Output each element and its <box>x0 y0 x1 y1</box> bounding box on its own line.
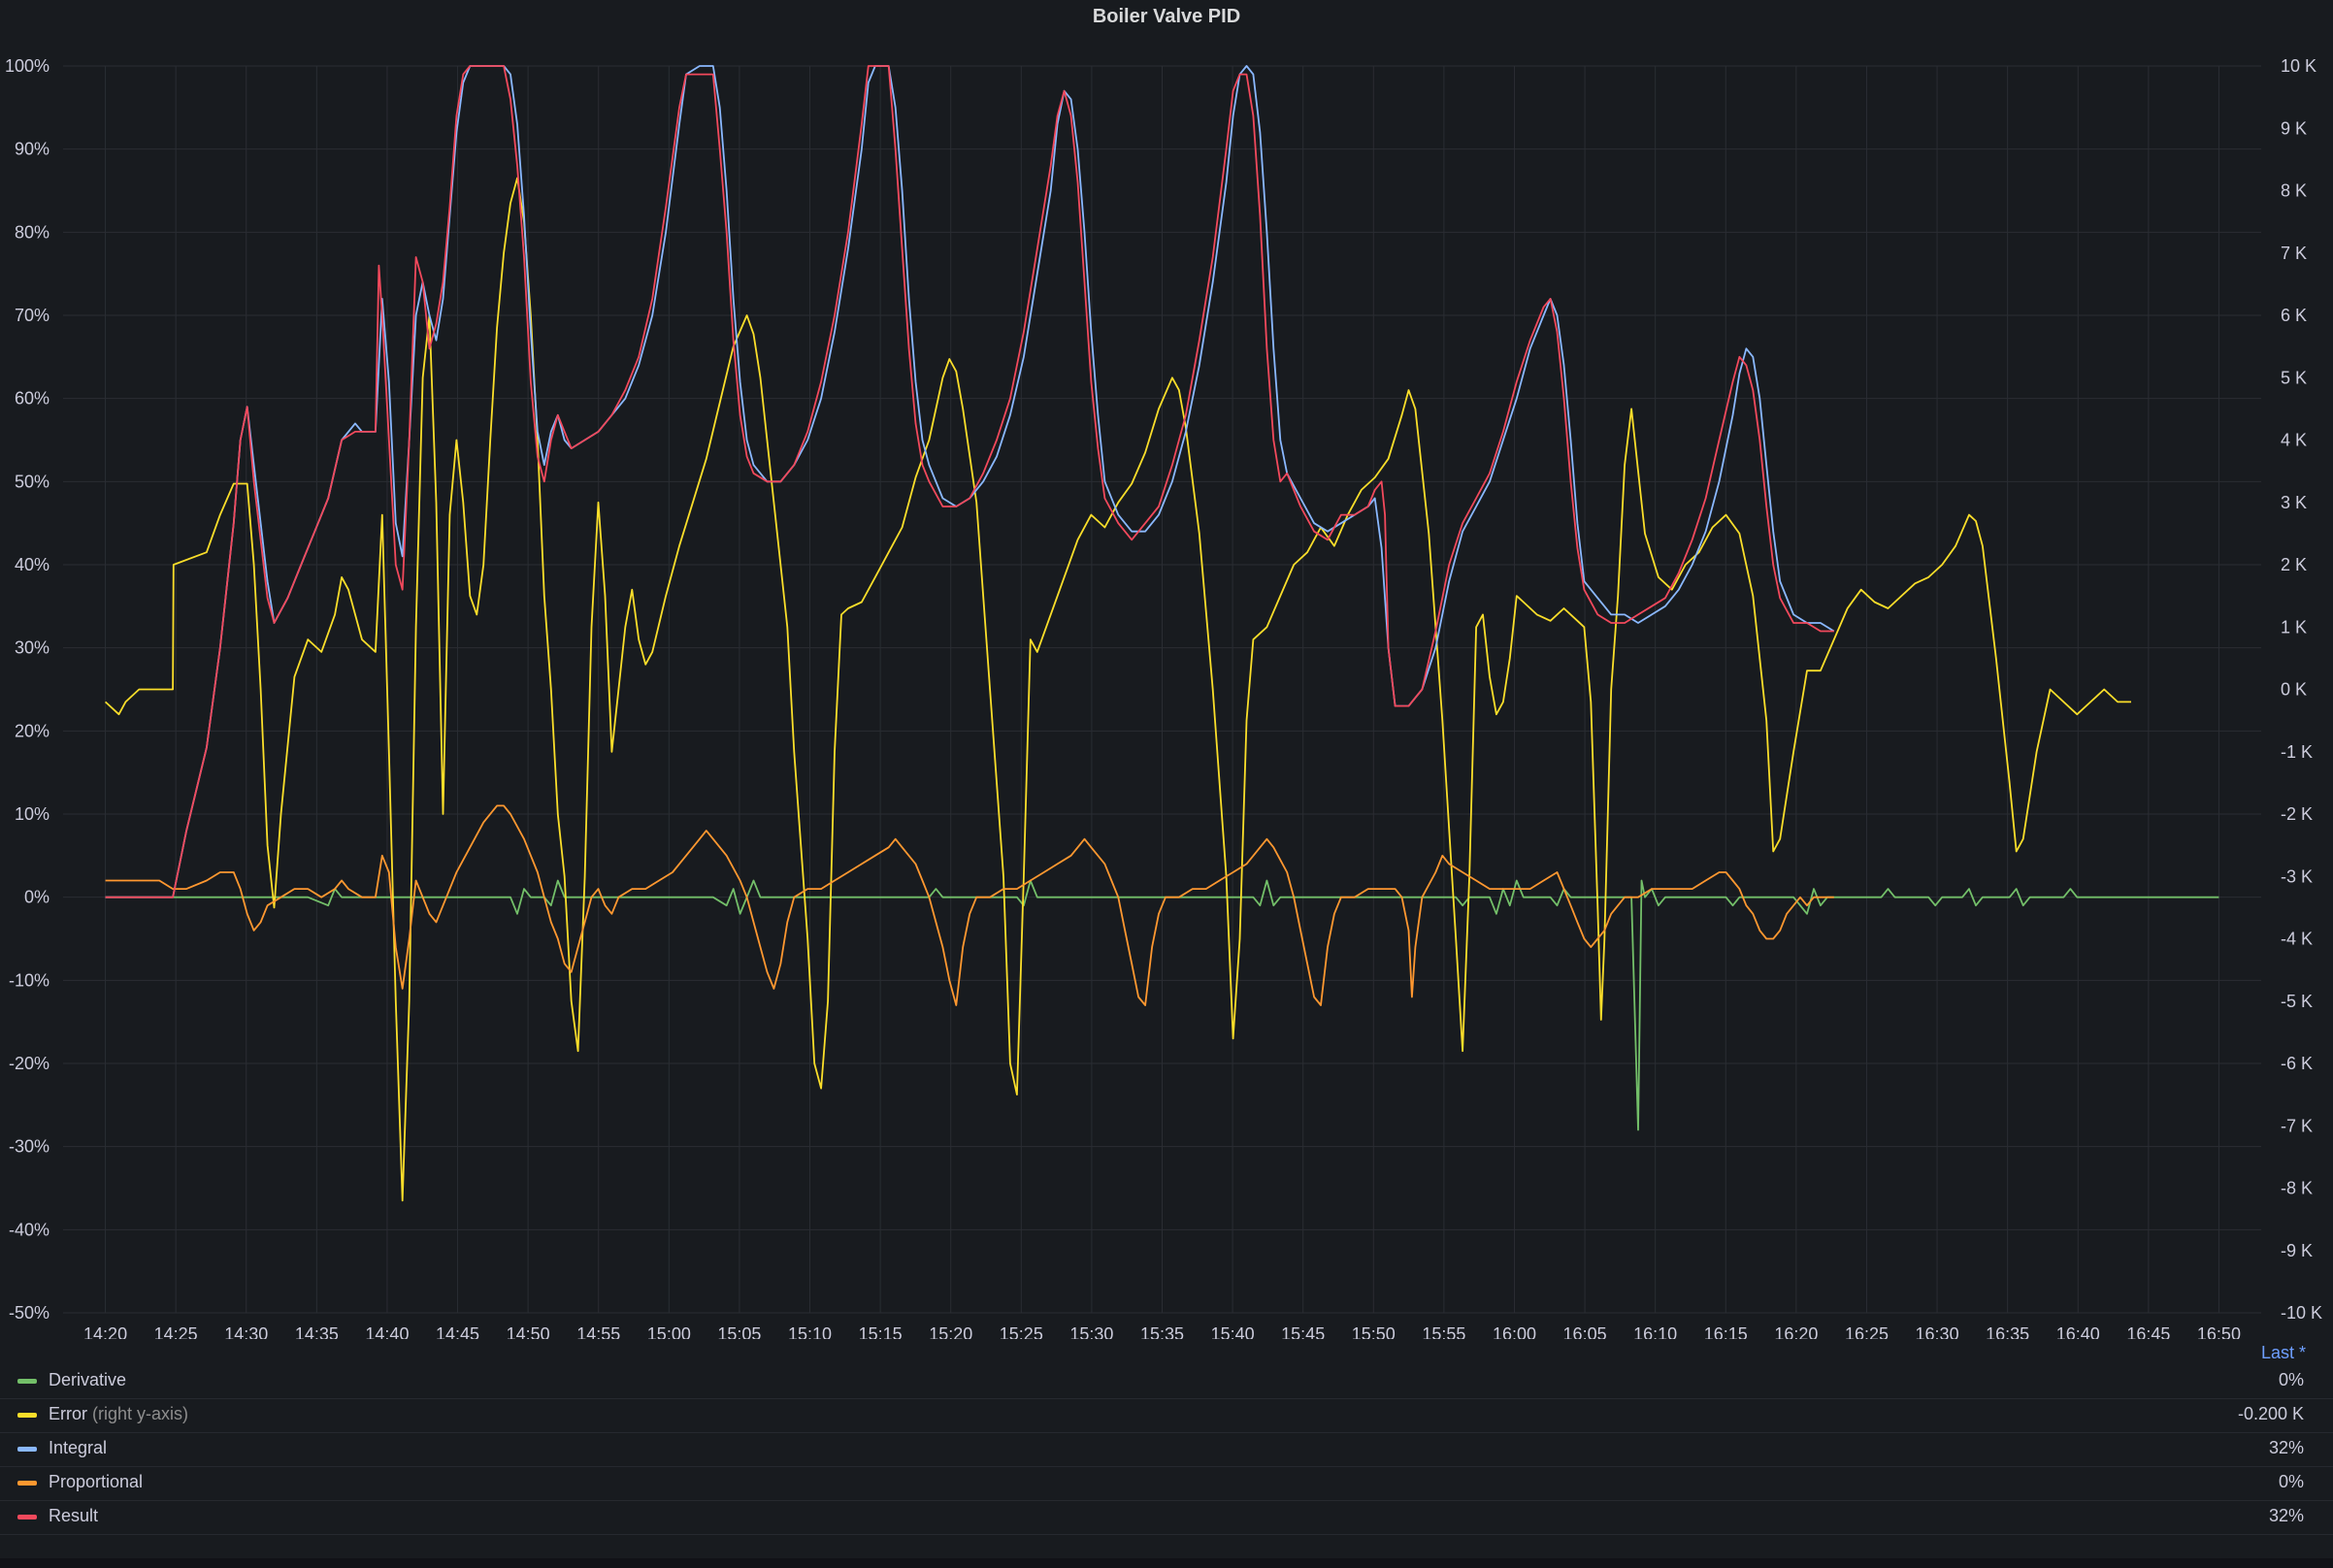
series-line-error <box>104 177 2131 1202</box>
x-tick-label: 15:40 <box>1211 1324 1255 1339</box>
y-right-tick-label: 0 K <box>2281 680 2307 700</box>
legend-sort-header[interactable]: Last * <box>2260 1343 2306 1362</box>
x-tick-label: 15:30 <box>1069 1324 1113 1339</box>
x-tick-label: 15:20 <box>929 1324 972 1339</box>
y-right-tick-label: 4 K <box>2281 431 2307 450</box>
x-tick-label: 16:30 <box>1916 1324 1959 1339</box>
y-left-tick-label: 20% <box>15 721 49 740</box>
y-left-tick-label: -50% <box>9 1303 49 1323</box>
x-tick-label: 14:40 <box>365 1324 409 1339</box>
legend-item-value: 0% <box>2278 1370 2304 1389</box>
y-left-tick-label: -10% <box>9 970 49 990</box>
legend-item-value: 32% <box>2268 1506 2304 1525</box>
y-left-tick-label: 40% <box>15 555 49 574</box>
series-color-swatch <box>17 1481 37 1486</box>
legend-item-name[interactable]: Error (right y-axis) <box>49 1404 189 1423</box>
y-right-tick-label: 7 K <box>2281 244 2307 263</box>
x-tick-label: 15:45 <box>1281 1324 1325 1339</box>
y-right-tick-label: 1 K <box>2281 617 2307 637</box>
legend-item-name[interactable]: Proportional <box>49 1472 144 1491</box>
x-tick-label: 15:50 <box>1352 1324 1396 1339</box>
y-left-tick-label: 70% <box>15 306 49 325</box>
legend-item-value: 32% <box>2268 1438 2304 1457</box>
legend-item-value: 0% <box>2278 1472 2304 1491</box>
x-tick-label: 16:35 <box>1986 1324 2029 1339</box>
legend-item-result[interactable]: Result 32% <box>0 1500 2333 1535</box>
y-left-tick-label: 30% <box>15 638 49 658</box>
x-tick-label: 16:20 <box>1774 1324 1818 1339</box>
y-right-tick-label: 3 K <box>2281 493 2307 512</box>
series-line-derivative <box>105 879 2219 1131</box>
x-tick-label: 15:10 <box>788 1324 832 1339</box>
x-tick-label: 15:15 <box>859 1324 903 1339</box>
x-tick-label: 16:40 <box>2056 1324 2100 1339</box>
y-right-tick-label: -2 K <box>2281 804 2313 824</box>
y-right-tick-label: -1 K <box>2281 742 2313 762</box>
y-right-tick-label: -9 K <box>2281 1241 2313 1260</box>
series-line-result <box>105 65 1834 898</box>
chart-svg[interactable]: 100% 90% 80% 70% 60% 50% 40% 30% 20% 10% 0% -10% -20… <box>0 0 2333 1339</box>
y-left-tick-label: 100% <box>5 56 49 76</box>
y-right-tick-label: 8 K <box>2281 181 2307 201</box>
legend-item-proportional[interactable]: Proportional 0% <box>0 1466 2333 1501</box>
panel-title: Boiler Valve PID <box>1092 6 1241 27</box>
x-tick-label: 16:50 <box>2197 1324 2241 1339</box>
x-tick-label: 14:20 <box>83 1324 127 1339</box>
x-tick-label: 15:05 <box>717 1324 761 1339</box>
series-color-swatch <box>17 1515 37 1519</box>
legend-item-name[interactable]: Integral <box>49 1438 108 1457</box>
x-tick-label: 16:25 <box>1845 1324 1889 1339</box>
y-left-tick-label: 60% <box>15 389 49 408</box>
y-right-tick-label: -3 K <box>2281 866 2313 886</box>
series-line-proportional <box>105 804 1834 1006</box>
x-tick-label: 14:30 <box>224 1324 268 1339</box>
legend-item-name[interactable]: Derivative <box>49 1370 127 1389</box>
y-right-tick-label: -7 K <box>2281 1116 2313 1135</box>
y-right-tick-label: -8 K <box>2281 1179 2313 1198</box>
legend-item-derivative[interactable]: Derivative 0% <box>0 1364 2333 1399</box>
series-color-swatch <box>17 1413 37 1418</box>
x-tick-label: 16:05 <box>1563 1324 1607 1339</box>
x-tick-label: 16:15 <box>1704 1324 1748 1339</box>
y-left-tick-label: 50% <box>15 472 49 491</box>
y-left-tick-label: 80% <box>15 222 49 242</box>
series-color-swatch <box>17 1379 37 1384</box>
y-left-tick-label: -20% <box>9 1054 49 1073</box>
x-tick-label: 16:45 <box>2126 1324 2170 1339</box>
x-tick-label: 16:10 <box>1633 1324 1677 1339</box>
y-right-tick-label: 9 K <box>2281 118 2307 138</box>
y-left-tick-label: 10% <box>15 804 49 824</box>
x-tick-label: 14:25 <box>154 1324 198 1339</box>
y-right-tick-label: 10 K <box>2281 56 2317 76</box>
x-tick-label: 15:35 <box>1140 1324 1184 1339</box>
y-right-tick-label: 5 K <box>2281 368 2307 387</box>
y-left-tick-label: -30% <box>9 1137 49 1157</box>
legend-item-name[interactable]: Result <box>49 1506 99 1525</box>
legend-item-value: -0.200 K <box>2237 1404 2304 1423</box>
x-tick-label: 15:00 <box>647 1324 691 1339</box>
x-tick-label: 14:50 <box>507 1324 550 1339</box>
y-right-tick-label: 2 K <box>2281 555 2307 574</box>
x-tick-label: 14:55 <box>576 1324 620 1339</box>
y-right-tick-label: 6 K <box>2281 306 2307 325</box>
legend-item-error[interactable]: Error (right y-axis) -0.200 K <box>0 1398 2333 1433</box>
y-right-tick-label: -6 K <box>2281 1054 2313 1073</box>
y-left-tick-label: 90% <box>15 140 49 159</box>
y-right-tick-label: -5 K <box>2281 992 2313 1011</box>
panel-bottom-edge <box>0 1558 2333 1568</box>
y-right-tick-label: -4 K <box>2281 930 2313 949</box>
series-color-swatch <box>17 1447 37 1452</box>
x-tick-label: 14:45 <box>436 1324 479 1339</box>
y-right-tick-label: -10 K <box>2281 1303 2322 1323</box>
x-tick-label: 15:25 <box>1000 1324 1043 1339</box>
x-tick-label: 15:55 <box>1422 1324 1465 1339</box>
x-tick-label: 14:35 <box>295 1324 339 1339</box>
y-left-tick-label: -40% <box>9 1220 49 1239</box>
legend-item-integral[interactable]: Integral 32% <box>0 1432 2333 1467</box>
y-left-tick-label: 0% <box>24 888 49 907</box>
x-tick-label: 16:00 <box>1493 1324 1536 1339</box>
